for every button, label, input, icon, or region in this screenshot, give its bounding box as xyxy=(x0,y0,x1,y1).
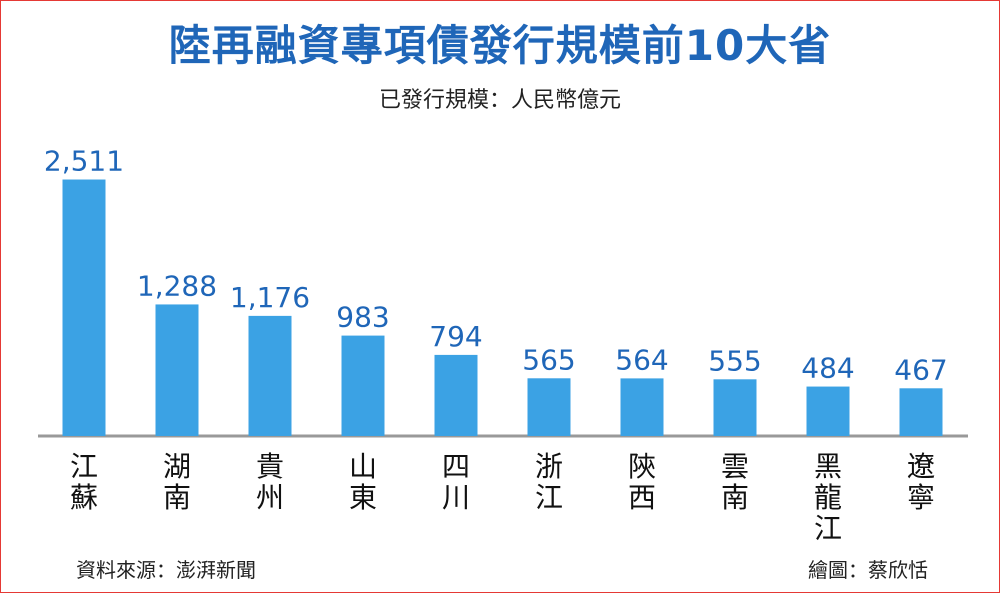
category-label: 黑龍江 xyxy=(814,450,842,545)
bar xyxy=(341,335,385,436)
bars-group: 2,511 江蘇 1,288 湖南 1,176 貴州 983 山東 794 四川 565 浙江 564 陝… xyxy=(44,145,948,545)
bar xyxy=(527,378,571,436)
bar xyxy=(434,354,478,436)
bar xyxy=(899,388,943,436)
bar-value-label: 2,511 xyxy=(44,145,124,178)
bar xyxy=(713,379,757,436)
category-label: 浙江 xyxy=(535,450,563,514)
bar-value-label: 1,176 xyxy=(230,281,310,314)
category-label: 四川 xyxy=(442,450,470,514)
category-label: 遼寧 xyxy=(907,450,935,514)
category-label: 陝西 xyxy=(628,450,656,514)
bar-value-label: 564 xyxy=(615,343,668,376)
bar-value-label: 467 xyxy=(894,353,947,386)
bar xyxy=(806,386,850,436)
category-label: 湖南 xyxy=(163,450,191,514)
source-note: 資料來源：澎湃新聞 xyxy=(76,558,256,582)
bar-value-label: 983 xyxy=(336,301,389,334)
chart-subtitle: 已發行規模：人民幣億元 xyxy=(378,88,621,113)
category-label: 貴州 xyxy=(256,450,284,514)
bar-value-label: 1,288 xyxy=(137,269,217,302)
category-label: 山東 xyxy=(349,450,377,514)
bar xyxy=(155,304,199,436)
chart-title: 陸再融資專項債發行規模前10大省 xyxy=(168,21,832,70)
bar-value-label: 484 xyxy=(801,352,854,385)
bar-value-label: 555 xyxy=(708,344,761,377)
category-label: 江蘇 xyxy=(70,450,98,514)
credit-note: 繪圖：蔡欣恬 xyxy=(808,558,928,582)
bar xyxy=(248,315,292,436)
bar xyxy=(620,378,664,436)
category-label: 雲南 xyxy=(721,450,749,514)
bar-value-label: 565 xyxy=(522,343,575,376)
bar-value-label: 794 xyxy=(429,320,482,353)
bar xyxy=(62,179,106,436)
